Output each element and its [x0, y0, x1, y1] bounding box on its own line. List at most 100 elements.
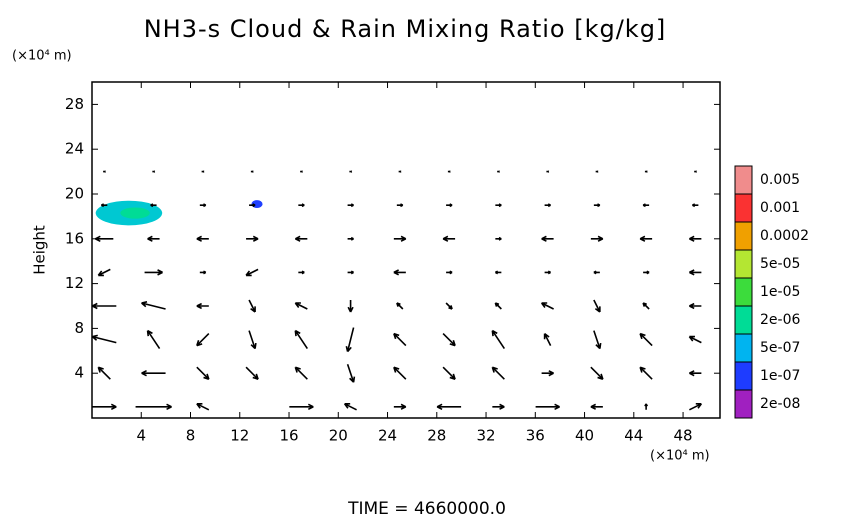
vector-arrow — [590, 403, 603, 410]
y-tick-label: 24 — [65, 140, 84, 158]
vector-arrow — [196, 302, 209, 310]
vector-arrow — [593, 270, 600, 275]
colorbar-label: 2e-06 — [760, 312, 800, 328]
x-tick-label: 20 — [329, 427, 348, 445]
y-tick-label: 4 — [74, 364, 84, 382]
vector-arrow — [639, 332, 653, 347]
vector-arrow — [491, 366, 505, 380]
vector-arrow — [248, 299, 256, 313]
vector-arrow — [639, 366, 653, 380]
x-tick-label: 24 — [378, 427, 397, 445]
vector-arrow — [135, 403, 172, 411]
vector-arrow — [643, 270, 650, 275]
vector-arrow — [689, 403, 703, 411]
vector-arrow — [494, 270, 502, 275]
vector-arrow — [544, 270, 551, 275]
vector-arrow — [541, 370, 554, 377]
vector-arrow — [689, 370, 702, 377]
vector-arrow — [196, 333, 210, 347]
vector-arrow — [436, 403, 462, 411]
colorbar-label: 5e-05 — [760, 256, 800, 272]
vector-arrow — [347, 203, 354, 208]
vector-arrow — [141, 369, 166, 377]
vector-arrow — [94, 235, 114, 243]
colorbar-box — [734, 221, 753, 251]
colorbar-box — [734, 165, 753, 195]
vector-arrow — [694, 170, 697, 173]
vector-arrow — [590, 366, 604, 380]
vector-arrow — [442, 366, 456, 380]
vector-arrow — [491, 329, 506, 350]
vector-arrow — [97, 366, 111, 380]
colorbar-label: 1e-07 — [760, 368, 800, 384]
vector-arrow — [393, 403, 407, 410]
chart-title: NH3-s Cloud & Rain Mixing Ratio [kg/kg] — [144, 15, 667, 43]
vector-arrow — [495, 203, 502, 208]
colorbar-label: 2e-08 — [760, 396, 800, 412]
colorbar-box — [734, 389, 753, 419]
vector-arrow — [593, 330, 602, 350]
vector-arrow — [294, 366, 308, 380]
vector-arrow — [393, 366, 407, 380]
colorbar-label: 1e-05 — [760, 284, 800, 300]
colorbar-box — [734, 193, 753, 223]
colorbar-box — [734, 305, 753, 335]
colorbar-label: 0.005 — [760, 172, 800, 188]
x-tick-label: 48 — [674, 427, 693, 445]
vector-arrow — [535, 403, 560, 411]
vector-arrow — [92, 403, 117, 411]
vector-arrow — [199, 203, 207, 208]
y-tick-label: 12 — [65, 274, 84, 292]
vector-arrow — [289, 403, 314, 411]
x-tick-label: 44 — [624, 427, 643, 445]
vector-arrow — [300, 170, 303, 173]
vector-arrow — [196, 366, 210, 380]
vector-arrow — [593, 203, 601, 208]
vector-arrow — [689, 302, 702, 310]
vector-arrow — [245, 268, 259, 277]
colorbar-label: 0.001 — [760, 200, 800, 216]
vector-arrow — [396, 203, 404, 208]
vector-arrow — [398, 170, 402, 173]
vector-arrow — [92, 302, 117, 310]
colorbar-box — [734, 361, 753, 391]
vector-arrow — [644, 403, 649, 410]
vector-arrow — [543, 332, 552, 346]
vector-arrow — [201, 170, 205, 173]
vector-arrow — [347, 270, 354, 275]
vector-arrow — [447, 170, 451, 173]
vector-arrow — [689, 269, 702, 276]
footer: TIME = 4660000.0 — [347, 499, 506, 519]
colorbar-label: 0.0002 — [760, 228, 809, 244]
vector-arrow — [345, 327, 355, 353]
vector-arrow — [347, 300, 354, 313]
vector-arrow — [492, 403, 505, 410]
y-tick-label: 16 — [65, 229, 84, 247]
vector-arrow — [152, 170, 156, 173]
vector-arrow — [294, 235, 308, 242]
vector-arrow — [248, 330, 257, 350]
colorbar-box — [734, 249, 753, 279]
vector-arrow — [92, 334, 117, 344]
vector-arrow — [689, 235, 702, 242]
vector-arrow — [97, 268, 111, 277]
vector-arrow — [639, 235, 653, 242]
vector-arrow — [692, 203, 699, 208]
vector-arrow — [196, 403, 210, 411]
vector-arrow — [446, 270, 453, 275]
vector-arrow — [546, 170, 550, 173]
vector-arrow — [393, 235, 407, 242]
x-tick-label: 12 — [230, 427, 249, 445]
plot-area — [92, 170, 703, 411]
vector-arrow — [540, 302, 554, 310]
vector-arrow — [246, 235, 259, 242]
vector-arrow — [688, 335, 702, 344]
vector-arrow — [642, 302, 650, 310]
y-tick-label: 28 — [65, 95, 84, 113]
plot-frame — [91, 81, 721, 419]
vector-arrow — [141, 301, 166, 310]
vector-arrow — [541, 235, 554, 242]
vector-arrow — [642, 203, 650, 208]
vector-arrow — [590, 235, 604, 242]
vector-arrow — [445, 302, 453, 310]
